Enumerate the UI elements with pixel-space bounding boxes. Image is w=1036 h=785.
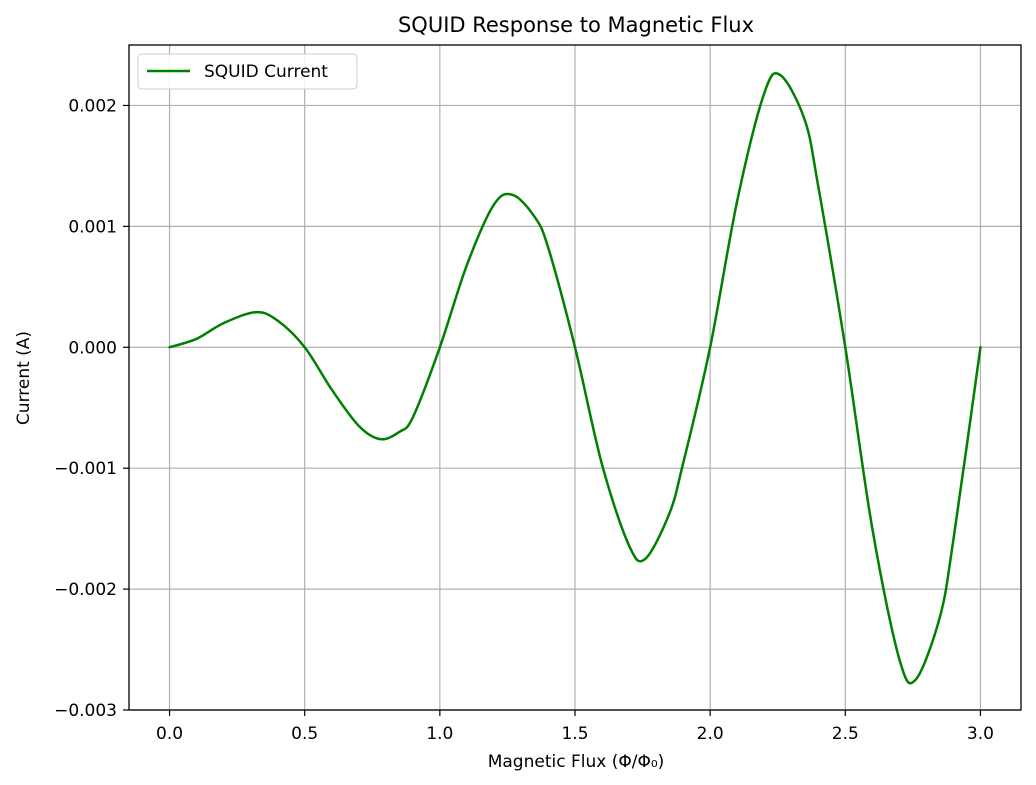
y-axis-label: Current (A) [14,331,34,425]
x-tick-label: 1.5 [561,724,588,744]
x-tick-label: 2.5 [832,724,859,744]
y-tick-label: −0.001 [54,459,117,479]
x-axis-label: Magnetic Flux (Φ/Φ₀) [488,752,665,772]
legend: SQUID Current [137,53,358,90]
chart-title: SQUID Response to Magnetic Flux [398,13,754,37]
series-layer [168,72,982,685]
x-tick-label: 3.0 [967,724,994,744]
legend-label-squid-current: SQUID Current [204,62,328,82]
x-tick-label: 1.0 [426,724,453,744]
y-tick-label: 0.000 [68,338,117,358]
y-tick-label: −0.002 [54,580,117,600]
y-tick-label: 0.001 [68,217,117,237]
x-tick-label: 0.0 [156,724,183,744]
x-tick-label: 2.0 [697,724,724,744]
y-tick-label: −0.003 [54,701,117,721]
legend-box [137,53,358,90]
x-tick-label: 0.5 [291,724,318,744]
grid-lines [129,45,1021,711]
series-line-squid-current [168,72,982,685]
ticks: 0.0 0.5 1.0 1.5 2.0 2.5 3.0 −0.003 −0.002 −0.001 0… [54,96,994,744]
y-tick-label: 0.002 [68,96,117,116]
